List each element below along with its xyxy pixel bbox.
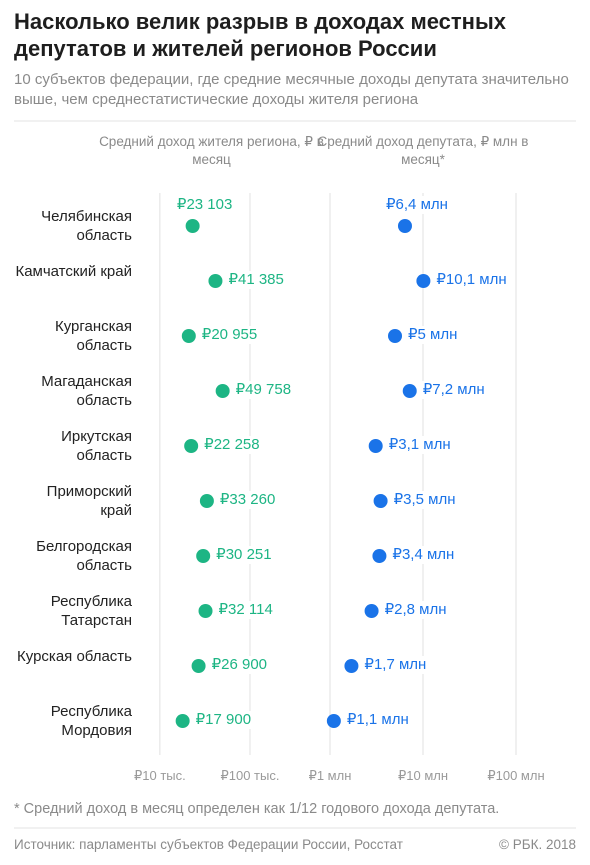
source: Источник: парламенты субъектов Федерации… [14,837,403,852]
copyright: © РБК. 2018 [499,837,576,852]
category-label: Камчатский край [15,263,132,280]
dot [402,384,417,398]
x-tick-label: ₽100 тыс. [220,768,280,783]
dot [208,274,223,288]
value-label: ₽23 103 [173,196,236,214]
x-tick-label: ₽10 млн [397,768,449,783]
dot [416,274,431,288]
panel-header: Средний доход депутата, ₽ млн в месяц* [317,134,529,167]
dot [372,549,387,563]
category-label: Приморский край [46,483,132,519]
panel-header: Средний доход жителя региона, ₽ в месяц [99,134,324,167]
value-label: ₽41 385 [225,271,287,289]
category-label: Республика Татарстан [50,593,132,629]
value-label: ₽6,4 млн [383,196,451,214]
value-label: ₽20 955 [198,326,261,344]
value-label: ₽17 900 [192,711,255,729]
dot [191,659,206,673]
category-label: Иркутская область [61,428,132,464]
dot [388,329,403,343]
subtitle: 10 субъектов федерации, где средние меся… [14,71,569,108]
value-label: ₽3,4 млн [389,546,458,564]
category-label: Челябинская область [41,208,132,244]
value-label: ₽1,1 млн [343,711,412,729]
value-label: ₽3,5 млн [390,491,459,509]
value-label: ₽2,8 млн [381,601,450,619]
dot [199,494,214,508]
category-label: Белгородская область [36,538,132,574]
value-label: ₽3,1 млн [385,436,454,454]
value-label: ₽32 114 [215,601,276,619]
dot [215,384,230,398]
value-label: ₽30 251 [213,546,275,564]
dot [175,714,190,728]
value-label: ₽26 900 [208,656,271,674]
title: Насколько велик разрыв в доходах местных… [14,9,506,61]
dot [196,549,211,563]
value-label: ₽7,2 млн [419,381,488,399]
dot [373,494,388,508]
category-label: Курская область [17,648,132,665]
dot [184,439,199,453]
x-tick-label: ₽100 млн [487,768,545,783]
dot [368,439,383,453]
value-label: ₽1,7 млн [361,656,430,674]
value-label: ₽49 758 [232,381,295,399]
category-label: Республика Мордовия [50,703,132,739]
dot [364,604,379,618]
value-label: ₽33 260 [216,491,279,509]
value-label: ₽22 258 [201,436,263,454]
value-label: ₽10,1 млн [433,271,510,289]
x-tick-label: ₽10 тыс. [133,768,186,783]
dot [181,329,196,343]
footnote: * Средний доход в месяц определен как 1/… [14,801,500,817]
x-tick-label: ₽1 млн [308,768,352,783]
dot [344,659,359,673]
dot [326,714,341,728]
dot [185,219,200,233]
dot [397,219,412,233]
dot [198,604,213,618]
category-label: Курганская область [54,318,132,354]
value-label: ₽5 млн [405,326,461,344]
category-label: Магаданская область [41,373,132,409]
